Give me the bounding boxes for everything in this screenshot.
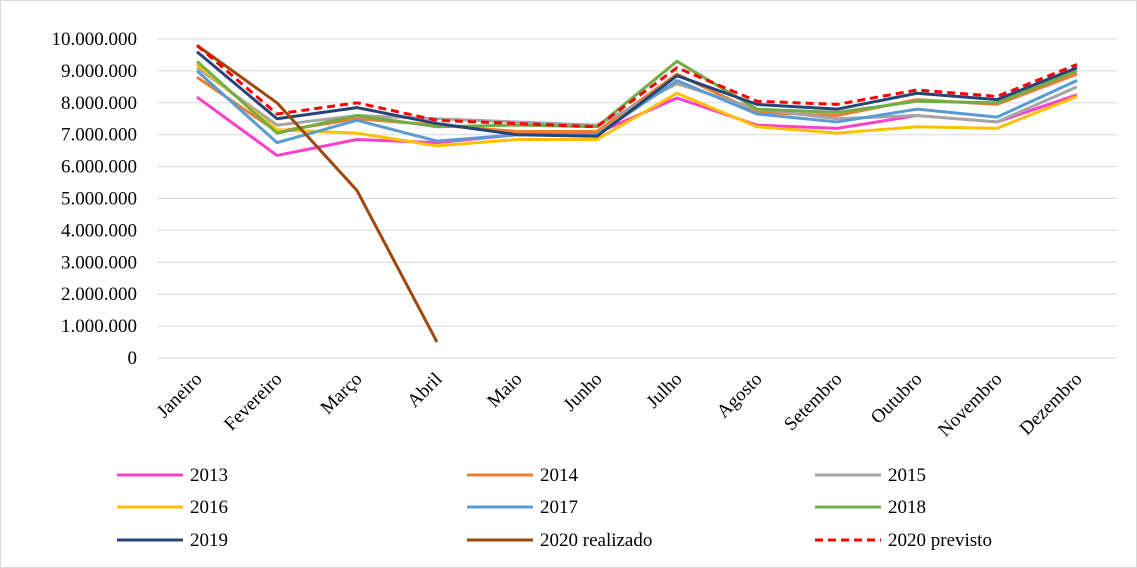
series-line	[196, 44, 439, 343]
series-line	[196, 50, 1078, 138]
y-tick-label: 7.000.000	[61, 125, 137, 146]
legend-label: 2013	[190, 465, 228, 486]
legend-label: 2014	[540, 465, 579, 486]
legend-label: 2020 previsto	[888, 530, 992, 551]
y-tick-label: 0	[128, 348, 138, 369]
y-tick-label: 6.000.000	[61, 157, 137, 178]
series-line	[196, 44, 1078, 129]
series-line	[196, 63, 1078, 148]
legend-label: 2019	[190, 530, 228, 551]
y-tick-label: 4.000.000	[61, 220, 137, 241]
y-tick-label: 1.000.000	[61, 316, 137, 337]
y-tick-label: 5.000.000	[61, 189, 137, 210]
y-tick-label: 3.000.000	[61, 252, 137, 273]
y-tick-label: 10.000.000	[52, 29, 138, 50]
y-tick-label: 2.000.000	[61, 284, 137, 305]
y-tick-label: 9.000.000	[61, 61, 137, 82]
legend-label: 2017	[540, 497, 578, 518]
legend-label: 2016	[190, 497, 228, 518]
y-tick-label: 8.000.000	[61, 93, 137, 114]
series-line	[195, 59, 1078, 135]
legend-label: 2018	[888, 497, 926, 518]
legend-label: 2015	[888, 465, 926, 486]
legend-label: 2020 realizado	[540, 530, 652, 551]
